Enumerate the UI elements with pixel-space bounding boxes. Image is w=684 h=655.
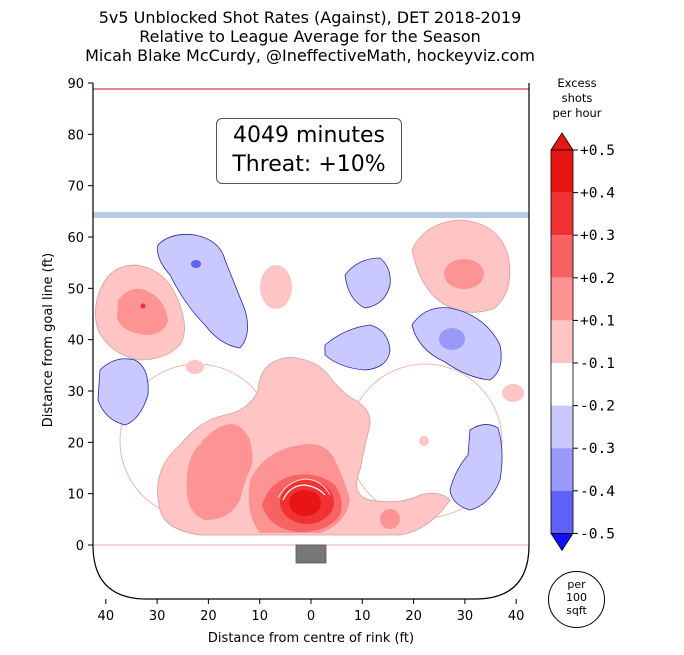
region-left-boards-neg	[97, 358, 149, 426]
y-tick-label: 50	[67, 282, 84, 297]
colorbar-label: +0.4	[580, 186, 615, 202]
chart-title: 5v5 Unblocked Shot Rates (Against), DET …	[0, 8, 620, 65]
blue-line	[93, 212, 529, 218]
colorbar-title-line-3: per hour	[552, 106, 602, 120]
colorbar-label: -0.2	[580, 399, 615, 415]
y-tick-label: 90	[67, 77, 84, 92]
y-tick-label: 20	[67, 436, 84, 451]
y-tick-label: 30	[67, 385, 84, 400]
region-right-middle-neg	[324, 324, 391, 371]
info-box: 4049 minutes Threat: +10%	[216, 118, 402, 184]
colorbar-segment	[551, 150, 573, 193]
region-left-high-neg-peak	[191, 260, 201, 268]
colorbar: +0.5 +0.4 +0.3 +0.2 +0.1 -0.1 -0.2 -0.3 -0.4 -0.5	[550, 132, 615, 552]
region-right-upper-neg	[344, 257, 391, 309]
region-left-point-2	[117, 288, 168, 335]
colorbar-segment	[551, 405, 573, 449]
colorbar-label: -0.3	[580, 441, 615, 457]
net	[295, 544, 327, 564]
x-tick-label: 20	[405, 609, 422, 624]
x-tick-label: 0	[307, 609, 315, 624]
region-left-high-neg	[157, 234, 248, 349]
x-axis: 40 30 20 10 0 10 20 30 40	[98, 599, 525, 624]
colorbar-segment	[551, 490, 573, 534]
region-small-left-dot	[192, 436, 202, 446]
colorbar-segment	[551, 277, 573, 321]
colorbar-label: -0.4	[580, 484, 615, 500]
region-right-boards-neg	[449, 424, 503, 511]
colorbar-arrow-bottom	[550, 533, 574, 552]
x-tick-label: 30	[457, 609, 474, 624]
x-tick-label: 40	[508, 609, 525, 624]
region-small-right-dot	[419, 436, 429, 446]
region-low-left	[186, 424, 253, 520]
title-line-1: 5v5 Unblocked Shot Rates (Against), DET …	[98, 8, 522, 27]
unit-line-3: sqft	[566, 604, 587, 617]
colorbar-title: Excess shots per hour	[540, 76, 614, 121]
centre-red-line	[93, 88, 529, 90]
colorbar-arrow-top	[550, 132, 574, 151]
region-left-point-peak	[140, 303, 146, 309]
colorbar-label: +0.1	[580, 313, 615, 329]
x-tick-label: 40	[98, 609, 115, 624]
region-small-right-low	[380, 509, 400, 529]
y-tick-label: 80	[67, 128, 84, 143]
threat-label: Threat: +10%	[232, 152, 386, 177]
x-tick-label: 30	[149, 609, 166, 624]
minutes-label: 4049 minutes	[232, 123, 386, 148]
colorbar-label: +0.5	[580, 143, 615, 159]
colorbar-segment	[551, 363, 573, 406]
colorbar-title-line-2: shots	[561, 91, 593, 105]
y-tick-label: 10	[67, 488, 84, 503]
unit-line-2: 100	[566, 591, 587, 604]
y-axis: 0 10 20 30 40 50 60 70 80 90	[67, 77, 93, 554]
region-small-right-mid	[502, 384, 524, 402]
colorbar-title-line-1: Excess	[557, 76, 597, 90]
region-right-point-2	[444, 259, 484, 289]
colorbar-segment	[551, 192, 573, 236]
colorbar-segment	[551, 320, 573, 363]
x-tick-label: 10	[251, 609, 268, 624]
y-axis-label: Distance from goal line (ft)	[41, 253, 56, 427]
colorbar-label: +0.3	[580, 228, 615, 244]
title-line-2: Relative to League Average for the Seaso…	[139, 27, 481, 46]
slot-contour-highlight-2	[277, 478, 331, 499]
x-axis-label: Distance from centre of rink (ft)	[208, 631, 414, 646]
colorbar-label: -0.5	[580, 526, 615, 542]
colorbar-segment	[551, 448, 573, 491]
region-slot-5	[289, 490, 321, 516]
slot-contour-highlight	[282, 484, 326, 501]
region-small-left-mid	[186, 360, 204, 374]
y-tick-label: 60	[67, 231, 84, 246]
title-line-3: Micah Blake McCurdy, @IneffectiveMath, h…	[85, 46, 535, 65]
unit-line-1: per	[567, 578, 586, 591]
colorbar-label: -0.1	[580, 356, 615, 372]
y-tick-label: 70	[67, 180, 84, 195]
colorbar-segment	[551, 235, 573, 278]
colorbar-frame	[550, 149, 574, 534]
x-tick-label: 20	[200, 609, 217, 624]
colorbar-label: +0.2	[580, 271, 615, 287]
y-tick-label: 40	[67, 334, 84, 349]
y-tick-label: 0	[76, 539, 84, 554]
unit-badge: per 100 sqft	[548, 571, 605, 628]
region-high-centre	[260, 265, 292, 309]
region-right-high-neg-2	[439, 328, 465, 350]
x-tick-label: 10	[354, 609, 371, 624]
heatmap-layer	[93, 88, 529, 546]
